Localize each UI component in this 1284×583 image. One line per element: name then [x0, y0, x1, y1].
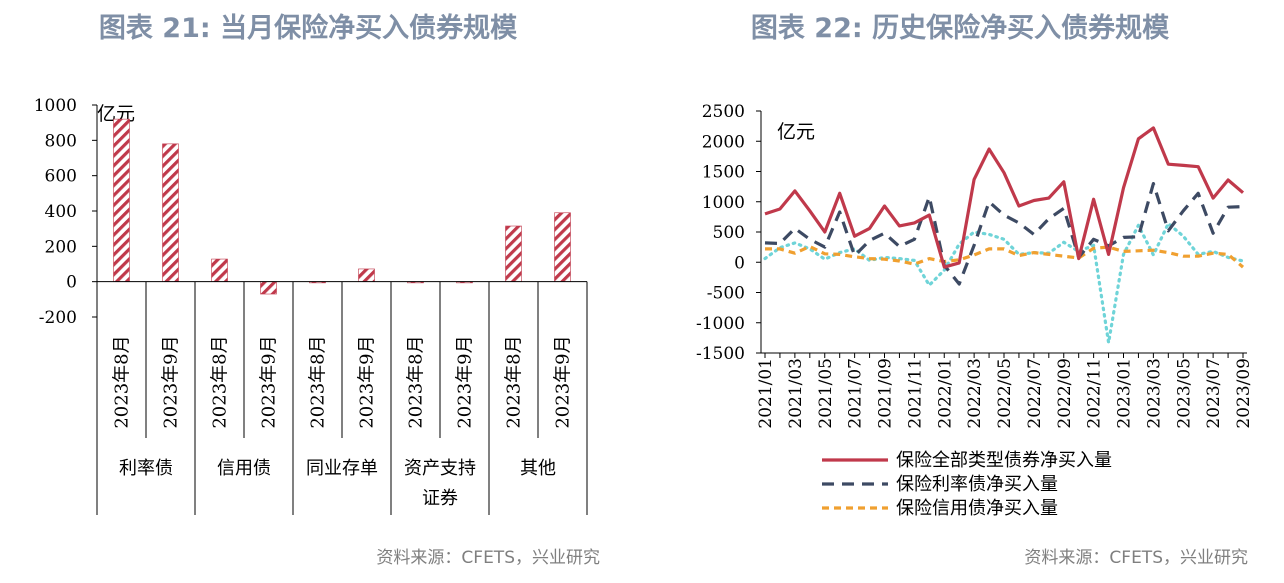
right-x-tick-label: 2023/01 — [1115, 358, 1135, 429]
left-x-tick-label: 2023年9月 — [357, 335, 378, 428]
bar-0-0 — [113, 118, 130, 282]
right-x-tick-label: 2022/09 — [1055, 358, 1075, 429]
right-y-axis: -1500 -1000 -500 0 500 1000 1500 2000 2500 — [696, 102, 762, 364]
left-group-label: 证券 — [422, 488, 458, 509]
left-bars — [113, 118, 571, 295]
left-y-tick-label: 0 — [66, 273, 77, 293]
right-x-tick-label: 2021/07 — [846, 358, 866, 429]
series-line-short-dashed — [765, 244, 1245, 269]
left-x-tick-label: 2023年9月 — [553, 335, 574, 428]
series-line-dashed — [764, 182, 1244, 286]
left-y-tick-label: -200 — [39, 308, 77, 328]
left-x-tick-label: 2023年8月 — [406, 335, 427, 428]
bar-1-0 — [211, 258, 228, 282]
right-x-tick-label: 2022/07 — [1025, 358, 1045, 429]
right-y-tick-label: 2500 — [702, 102, 745, 122]
left-group-label: 信用债 — [217, 458, 271, 479]
legend-label: 保险信用债净买入量 — [896, 498, 1058, 519]
right-y-tick-label: 0 — [734, 253, 745, 273]
left-y-tick-label: 200 — [45, 237, 77, 257]
left-group-label: 同业存单 — [306, 458, 378, 479]
right-lines — [763, 126, 1245, 345]
right-x-tick-label: 2021/11 — [905, 358, 925, 429]
right-x-tick-label: 2021/05 — [816, 358, 836, 429]
left-x-tick-label: 2023年9月 — [259, 335, 280, 428]
bar-1-1 — [260, 281, 277, 295]
left-x-tick-label: 2023年9月 — [161, 335, 182, 428]
series-line-solid — [764, 126, 1245, 269]
right-x-tick-label: 2022/11 — [1085, 358, 1105, 429]
left-y-tick-label: 1000 — [34, 96, 77, 116]
right-chart-title: 图表 22: 历史保险净买入债券规模 — [751, 12, 1169, 44]
left-group-label: 其他 — [520, 458, 556, 479]
right-y-tick-label: -1000 — [696, 314, 745, 334]
left-x-tick-label: 2023年8月 — [504, 335, 525, 428]
right-unit-label: 亿元 — [777, 121, 815, 143]
right-x-tick-label: 2023/05 — [1174, 358, 1194, 429]
left-x-tick-label: 2023年8月 — [210, 335, 231, 428]
left-group-label: 资产支持 — [404, 458, 476, 479]
bar-2-1 — [358, 268, 375, 282]
left-y-tick-label: 400 — [45, 202, 77, 222]
right-y-tick-label: -500 — [707, 284, 745, 304]
right-y-tick-label: 1000 — [702, 193, 745, 213]
bar-4-0 — [505, 225, 522, 282]
right-y-tick-label: 500 — [713, 223, 745, 243]
left-y-tick-label: 600 — [45, 167, 77, 187]
left-x-tick-label: 2023年8月 — [308, 335, 329, 428]
right-y-tick-label: 1500 — [702, 163, 745, 183]
right-x-tick-label: 2021/01 — [756, 358, 776, 429]
left-source-note: 资料来源：CFETS，兴业研究 — [376, 548, 600, 568]
legend-label: 保险利率债净买入量 — [896, 474, 1058, 495]
right-y-tick-label: -1500 — [696, 344, 745, 364]
right-x-tick-label: 2023/09 — [1234, 358, 1254, 429]
bar-0-1 — [162, 143, 179, 282]
left-group-label: 利率债 — [119, 458, 173, 479]
right-x-tick-label: 2023/07 — [1204, 358, 1224, 429]
right-x-tick-label: 2021/09 — [876, 358, 896, 429]
right-x-tick-label: 2022/03 — [965, 358, 985, 429]
left-chart-title: 图表 21: 当月保险净买入债券规模 — [99, 12, 517, 44]
right-x-tick-label: 2021/03 — [786, 358, 806, 429]
right-y-tick-label: 2000 — [702, 132, 745, 152]
left-y-tick-label: 800 — [45, 131, 77, 151]
right-x-axis: 2021/01 2021/03 2021/05 2021/07 2021/09 2021/… — [756, 352, 1254, 429]
bar-4-1 — [554, 212, 571, 282]
right-x-tick-label: 2023/03 — [1144, 358, 1164, 429]
left-x-tick-label: 2023年8月 — [112, 335, 133, 428]
legend-label: 保险全部类型债券净买入量 — [896, 450, 1112, 471]
right-x-tick-label: 2022/05 — [995, 358, 1015, 429]
left-x-tick-label: 2023年9月 — [455, 335, 476, 428]
series-line-dotted — [763, 221, 1245, 345]
right-x-tick-label: 2022/01 — [935, 358, 955, 429]
left-y-axis: -200 0 200 400 600 800 1000 — [34, 96, 98, 328]
right-source-note: 资料来源：CFETS，兴业研究 — [1024, 548, 1248, 568]
